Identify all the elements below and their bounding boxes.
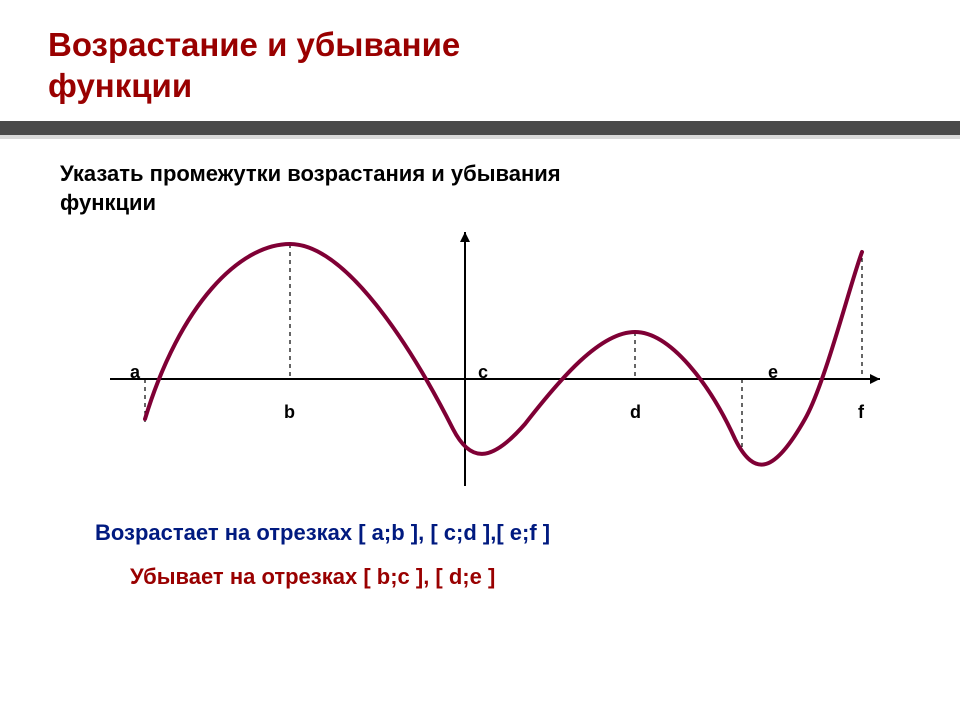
chart-svg <box>70 224 890 494</box>
task-line1: Указать промежутки возрастания и убывани… <box>60 159 960 189</box>
function-chart: a b c d e f <box>70 224 890 494</box>
axis-label-d: d <box>630 402 641 423</box>
page-title: Возрастание и убывание функции <box>48 24 960 107</box>
axis-label-a: a <box>130 362 140 383</box>
task-text: Указать промежутки возрастания и убывани… <box>60 159 960 218</box>
title-line2: функции <box>48 65 960 106</box>
divider <box>0 121 960 139</box>
increasing-answer: Возрастает на отрезках [ a;b ], [ c;d ],… <box>95 520 960 546</box>
answers-block: Возрастает на отрезках [ a;b ], [ c;d ],… <box>0 520 960 590</box>
divider-light <box>0 135 960 139</box>
axis-label-f: f <box>858 402 864 423</box>
axis-label-c: c <box>478 362 488 383</box>
task-line2: функции <box>60 188 960 218</box>
divider-dark <box>0 121 960 135</box>
decreasing-answer: Убывает на отрезках [ b;c ], [ d;e ] <box>130 564 960 590</box>
title-line1: Возрастание и убывание <box>48 24 960 65</box>
axis-label-b: b <box>284 402 295 423</box>
axis-label-e: e <box>768 362 778 383</box>
